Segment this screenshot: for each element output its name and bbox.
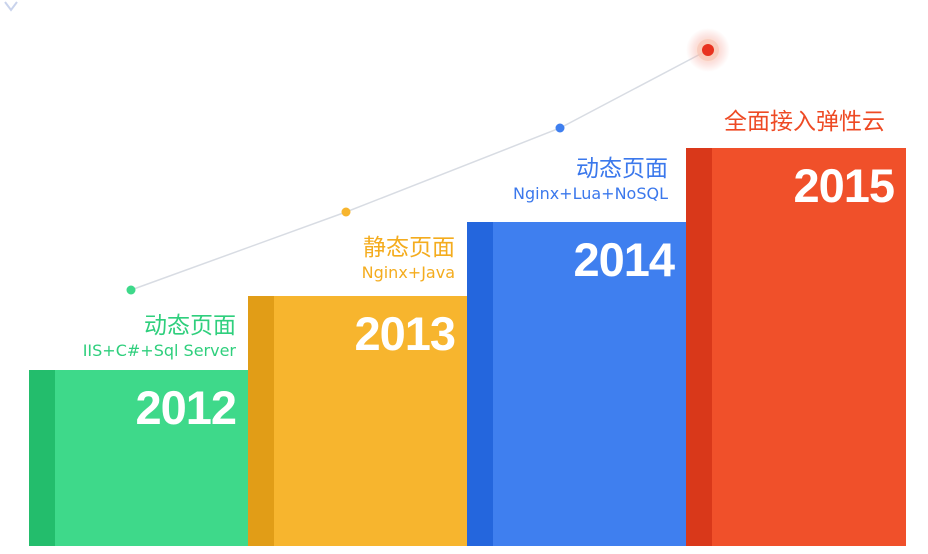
- step-2014-shade: [467, 222, 493, 546]
- stage-title-2014: 动态页面: [513, 155, 668, 183]
- step-2013: 2013: [248, 296, 467, 546]
- stage-tech-2014: Nginx+Lua+NoSQL: [513, 184, 668, 204]
- marker-2015: [702, 44, 714, 56]
- label-2013: 静态页面 Nginx+Java: [362, 234, 455, 283]
- step-2014: 2014: [467, 222, 686, 546]
- label-2015: 全面接入弹性云: [724, 108, 885, 136]
- step-2015-shade: [686, 148, 712, 546]
- year-2012: 2012: [135, 384, 236, 431]
- label-2012: 动态页面 IIS+C#+Sql Server: [83, 312, 236, 361]
- marker-2012: [127, 286, 136, 295]
- step-2013-shade: [248, 296, 274, 546]
- year-2013: 2013: [354, 310, 455, 357]
- stage-title-2015: 全面接入弹性云: [724, 108, 885, 136]
- step-2012: 2012: [29, 370, 248, 546]
- stage-tech-2013: Nginx+Java: [362, 263, 455, 283]
- year-2015: 2015: [793, 162, 894, 209]
- step-2012-shade: [29, 370, 55, 546]
- marker-2014: [556, 124, 565, 133]
- label-2014: 动态页面 Nginx+Lua+NoSQL: [513, 155, 668, 204]
- stage-title-2012: 动态页面: [83, 312, 236, 340]
- stage-title-2013: 静态页面: [362, 234, 455, 262]
- year-2014: 2014: [573, 236, 674, 283]
- marker-2013: [342, 208, 351, 217]
- stage-tech-2012: IIS+C#+Sql Server: [83, 341, 236, 361]
- step-2015: 2015: [686, 148, 906, 546]
